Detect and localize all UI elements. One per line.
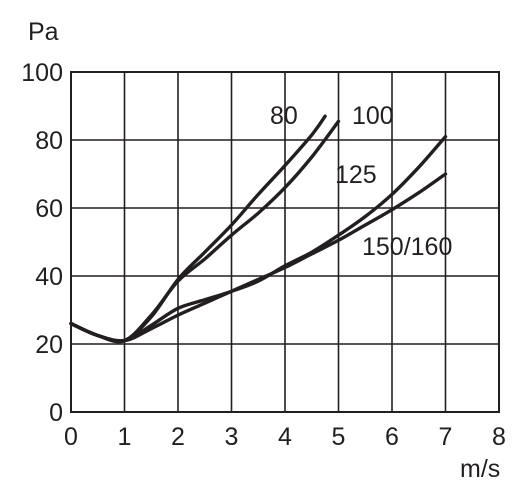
x-axis-label: m/s bbox=[460, 455, 500, 483]
x-tick-label: 3 bbox=[225, 423, 239, 451]
y-tick-label: 80 bbox=[35, 127, 63, 155]
x-tick-label: 2 bbox=[171, 423, 185, 451]
series-label-80: 80 bbox=[270, 102, 298, 130]
x-tick-label: 0 bbox=[64, 423, 78, 451]
plot-frame bbox=[70, 71, 500, 413]
x-tick-label: 1 bbox=[118, 423, 132, 451]
series-label-100: 100 bbox=[352, 102, 394, 130]
y-axis-label: Pa bbox=[28, 18, 59, 46]
series-line-150-160 bbox=[69, 172, 448, 343]
series-labels: 80 100 125 150/160 bbox=[270, 102, 452, 261]
x-tick-label: 7 bbox=[439, 423, 453, 451]
y-tick-label: 0 bbox=[49, 399, 63, 427]
x-tick-label: 4 bbox=[278, 423, 292, 451]
y-tick-label: 20 bbox=[35, 331, 63, 359]
y-tick-label: 100 bbox=[21, 59, 63, 87]
y-tick-label: 60 bbox=[35, 195, 63, 223]
x-tick-labels: 0 1 2 3 4 5 6 7 8 bbox=[64, 423, 506, 451]
series-label-150-160: 150/160 bbox=[362, 233, 452, 261]
y-tick-labels: 0 20 40 60 80 100 bbox=[21, 59, 63, 427]
series-line-100 bbox=[69, 119, 341, 344]
x-tick-label: 5 bbox=[332, 423, 346, 451]
y-tick-label: 40 bbox=[35, 263, 63, 291]
x-tick-label: 6 bbox=[385, 423, 399, 451]
x-tick-label: 8 bbox=[492, 423, 506, 451]
series-label-125: 125 bbox=[335, 161, 377, 189]
series-layer bbox=[69, 114, 448, 344]
